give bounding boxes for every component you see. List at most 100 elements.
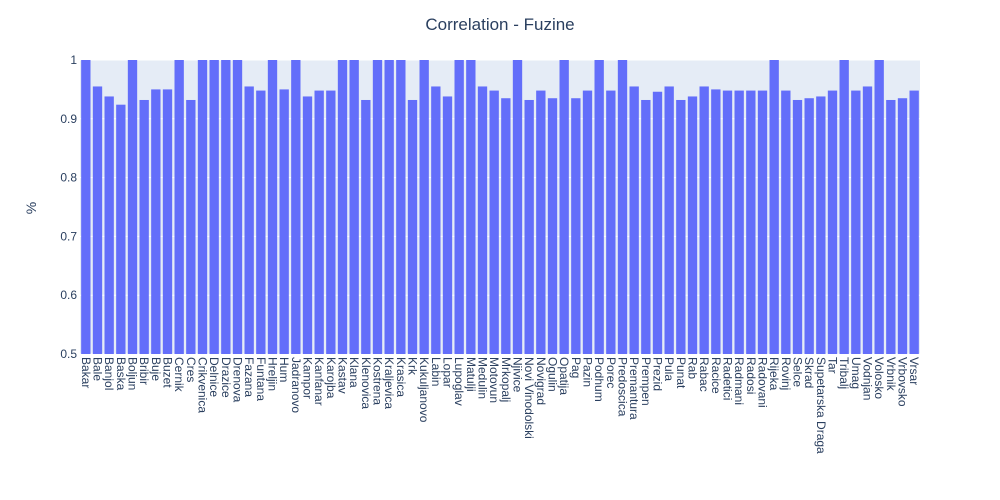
x-tick-label: Radosi	[744, 357, 758, 394]
bar	[851, 90, 861, 355]
bar	[897, 98, 908, 354]
bar	[407, 99, 418, 354]
x-tick-label: Rijeka	[767, 357, 781, 391]
bar	[676, 99, 686, 354]
x-tick-label: Hreljin	[266, 357, 280, 391]
bar	[711, 89, 721, 355]
bar	[769, 60, 779, 354]
bar	[606, 90, 616, 355]
x-tick-label: Pazin	[581, 357, 595, 387]
x-tick-label: Kampor	[301, 357, 315, 399]
bar	[746, 90, 756, 355]
x-tick-label: Vodnjan	[861, 357, 875, 400]
bar	[816, 96, 826, 355]
x-tick-label: Predoscica	[616, 357, 630, 417]
x-tick-label: Kraljevica	[382, 357, 396, 409]
bar	[337, 60, 348, 354]
x-tick-label: Punat	[674, 357, 688, 389]
x-tick-label: Krk	[406, 357, 420, 376]
x-tick-label: Buzet	[161, 357, 175, 388]
bar	[174, 60, 184, 354]
x-tick-label: Klenovica	[359, 357, 373, 409]
bar	[396, 60, 406, 354]
bar	[629, 86, 639, 355]
bar	[162, 89, 173, 355]
x-tick-label: Vrbnik	[884, 357, 898, 392]
x-tick-label: Cres	[184, 357, 198, 382]
x-tick-label: Skrad	[802, 357, 816, 388]
x-tick-label: Umag	[849, 357, 863, 389]
bar	[757, 90, 768, 355]
bar	[489, 90, 499, 355]
x-tick-label: Bribir	[137, 357, 151, 385]
x-tick-label: Supetarska Draga	[814, 357, 828, 454]
x-tick-label: Pula	[662, 357, 676, 381]
bar	[267, 60, 278, 354]
x-tick-label: Njivice	[511, 357, 525, 393]
bar	[302, 96, 313, 355]
x-tick-label: Krasica	[394, 357, 408, 397]
x-tick-label: Vrsar	[907, 357, 921, 385]
bar	[792, 99, 803, 354]
y-tick-label: 0.6	[60, 288, 77, 302]
bar	[559, 60, 569, 354]
bar	[699, 86, 709, 355]
x-tick-label: Podhum	[592, 357, 606, 402]
x-tick-label: Boljun	[126, 357, 140, 390]
bar	[349, 60, 359, 354]
bar	[536, 90, 546, 355]
x-tick-label: Buje	[149, 357, 163, 381]
bar	[827, 90, 838, 355]
x-tick-label: Delnice	[207, 357, 221, 397]
bar	[232, 60, 243, 354]
bar	[582, 90, 593, 355]
bar	[104, 96, 114, 355]
bar	[687, 96, 698, 355]
bar	[279, 89, 289, 355]
x-tick-label: Radmani	[732, 357, 746, 405]
x-tick-label: Matulji	[464, 357, 478, 392]
x-tick-label: Premantura	[627, 357, 641, 420]
x-tick-label: Selce	[791, 357, 805, 387]
bar	[197, 60, 208, 354]
chart-title: Correlation - Fuzine	[425, 15, 574, 34]
bar	[361, 99, 371, 354]
x-tick-label: Funtana	[254, 357, 268, 401]
x-tick-label: Lopar	[441, 357, 455, 388]
bar	[291, 60, 301, 354]
bar	[326, 90, 336, 355]
x-tick-label: Kanfanar	[312, 357, 326, 406]
x-tick-label: Labin	[429, 357, 443, 386]
bar	[547, 98, 558, 354]
bar	[244, 86, 254, 355]
bar	[139, 99, 149, 354]
bar	[314, 90, 324, 355]
gridlines	[80, 59, 920, 355]
bar	[524, 99, 534, 354]
y-axis-label: %	[23, 202, 39, 214]
bar	[454, 60, 464, 354]
bar	[501, 98, 511, 354]
bar	[372, 60, 383, 354]
x-tick-label: Bale	[91, 357, 105, 381]
x-tick-label: Tribalj	[837, 357, 851, 389]
x-tick-label: Cernik	[172, 357, 186, 393]
bar	[477, 86, 488, 355]
x-tick-label: Karojba	[324, 357, 338, 399]
x-tick-label: Opatija	[557, 357, 571, 395]
bar	[734, 90, 744, 355]
x-tick-label: Lupoglav	[452, 357, 466, 406]
x-axis-ticks: BakarBaleBanjolBaskaBoljunBribirBujeBuze…	[79, 357, 921, 454]
x-tick-label: Racice	[709, 357, 723, 394]
bar	[116, 104, 126, 354]
bar	[804, 98, 814, 354]
bars	[81, 60, 919, 355]
bar	[862, 86, 873, 355]
bar	[641, 99, 651, 354]
x-tick-label: Rovinj	[779, 357, 793, 390]
bar	[442, 96, 453, 355]
x-tick-label: Jadranovo	[289, 357, 303, 413]
x-tick-label: Radovani	[756, 357, 770, 408]
bar	[594, 60, 604, 354]
